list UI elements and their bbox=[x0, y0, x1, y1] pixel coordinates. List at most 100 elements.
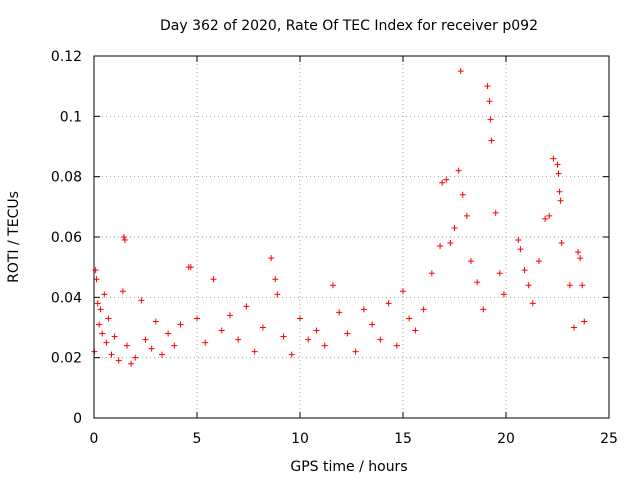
x-tick-label: 25 bbox=[600, 431, 618, 447]
data-point bbox=[443, 176, 450, 183]
data-point bbox=[121, 237, 128, 244]
data-point bbox=[467, 258, 474, 265]
data-point bbox=[329, 282, 336, 289]
data-point bbox=[515, 237, 522, 244]
data-point bbox=[484, 83, 491, 90]
data-point bbox=[439, 179, 446, 186]
data-point bbox=[123, 342, 130, 349]
data-point bbox=[119, 288, 126, 295]
data-point bbox=[555, 170, 562, 177]
data-point bbox=[369, 321, 376, 328]
data-point bbox=[152, 318, 159, 325]
x-tick-label: 5 bbox=[193, 431, 202, 447]
data-point bbox=[187, 264, 194, 271]
data-point bbox=[120, 234, 127, 240]
grid bbox=[94, 56, 609, 418]
chart-title: Day 362 of 2020, Rate Of TEC Index for r… bbox=[160, 18, 538, 34]
data-point bbox=[557, 197, 564, 204]
x-axis-label: GPS time / hours bbox=[290, 459, 407, 475]
data-point bbox=[272, 276, 279, 283]
data-point bbox=[542, 215, 549, 222]
data-point bbox=[393, 342, 400, 349]
data-point bbox=[412, 327, 419, 334]
data-point bbox=[496, 270, 503, 277]
data-point bbox=[437, 243, 444, 250]
x-tick-label: 20 bbox=[497, 431, 515, 447]
data-point bbox=[556, 188, 563, 195]
y-tick-label: 0.12 bbox=[51, 49, 82, 65]
data-point bbox=[99, 330, 106, 337]
data-point bbox=[210, 276, 217, 283]
data-point bbox=[158, 351, 165, 358]
data-point bbox=[579, 282, 586, 289]
y-tick-label: 0.04 bbox=[51, 290, 82, 306]
data-point bbox=[243, 303, 250, 310]
data-point bbox=[459, 191, 466, 198]
data-point bbox=[202, 339, 209, 346]
data-point bbox=[165, 330, 172, 337]
y-tick-label: 0 bbox=[73, 411, 82, 427]
data-point bbox=[313, 327, 320, 334]
data-point bbox=[259, 324, 266, 331]
data-point bbox=[94, 300, 101, 307]
data-point bbox=[529, 300, 536, 307]
data-point bbox=[400, 288, 406, 295]
data-point bbox=[128, 360, 135, 367]
data-point bbox=[455, 167, 462, 174]
data-point bbox=[97, 306, 104, 313]
data-point bbox=[474, 279, 481, 286]
data-point bbox=[535, 258, 542, 265]
y-tick-label: 0.06 bbox=[51, 230, 82, 246]
data-point bbox=[577, 255, 584, 262]
data-point bbox=[103, 339, 110, 346]
y-tick-label: 0.02 bbox=[51, 351, 82, 367]
data-point bbox=[385, 300, 392, 307]
data-point bbox=[521, 267, 528, 274]
data-point bbox=[148, 345, 155, 352]
data-point bbox=[558, 240, 565, 247]
data-point bbox=[321, 342, 328, 349]
data-point bbox=[101, 291, 108, 298]
data-point bbox=[177, 321, 184, 328]
data-point bbox=[268, 255, 275, 262]
x-tick-label: 15 bbox=[394, 431, 412, 447]
data-point bbox=[142, 336, 149, 343]
data-point bbox=[500, 291, 507, 298]
data-point bbox=[488, 137, 495, 144]
y-tick-label: 0.08 bbox=[51, 170, 82, 186]
data-point bbox=[463, 212, 470, 219]
data-point bbox=[132, 354, 139, 361]
data-point bbox=[336, 309, 343, 316]
data-point bbox=[451, 224, 458, 231]
data-point bbox=[194, 315, 200, 322]
y-axis-label: ROTI / TECUs bbox=[6, 191, 22, 283]
plot-frame bbox=[93, 55, 610, 419]
data-point bbox=[218, 327, 225, 334]
data-point bbox=[554, 161, 561, 168]
data-point bbox=[96, 321, 103, 328]
data-point bbox=[251, 348, 258, 355]
data-point bbox=[457, 68, 464, 75]
data-point bbox=[352, 348, 359, 355]
data-point bbox=[550, 155, 557, 162]
data-point bbox=[288, 351, 295, 358]
y-tick-label: 0.1 bbox=[60, 109, 82, 125]
data-point bbox=[115, 357, 122, 364]
data-point bbox=[420, 306, 427, 313]
data-point bbox=[105, 315, 112, 322]
data-point bbox=[406, 315, 413, 322]
data-point bbox=[138, 297, 145, 304]
data-point bbox=[570, 324, 577, 331]
axis-tick-labels: 0 5 10 15 20 25 0 0.02 0.04 0.06 0.08 0.1 0.12 bbox=[51, 49, 618, 447]
data-point bbox=[297, 315, 303, 322]
data-point bbox=[111, 333, 118, 340]
x-tick-label: 0 bbox=[90, 431, 99, 447]
data-points bbox=[91, 68, 588, 367]
data-point bbox=[492, 209, 499, 216]
data-point bbox=[360, 306, 367, 313]
data-point bbox=[486, 98, 493, 105]
data-point bbox=[525, 282, 532, 289]
data-point bbox=[566, 282, 573, 289]
data-point bbox=[235, 336, 242, 343]
